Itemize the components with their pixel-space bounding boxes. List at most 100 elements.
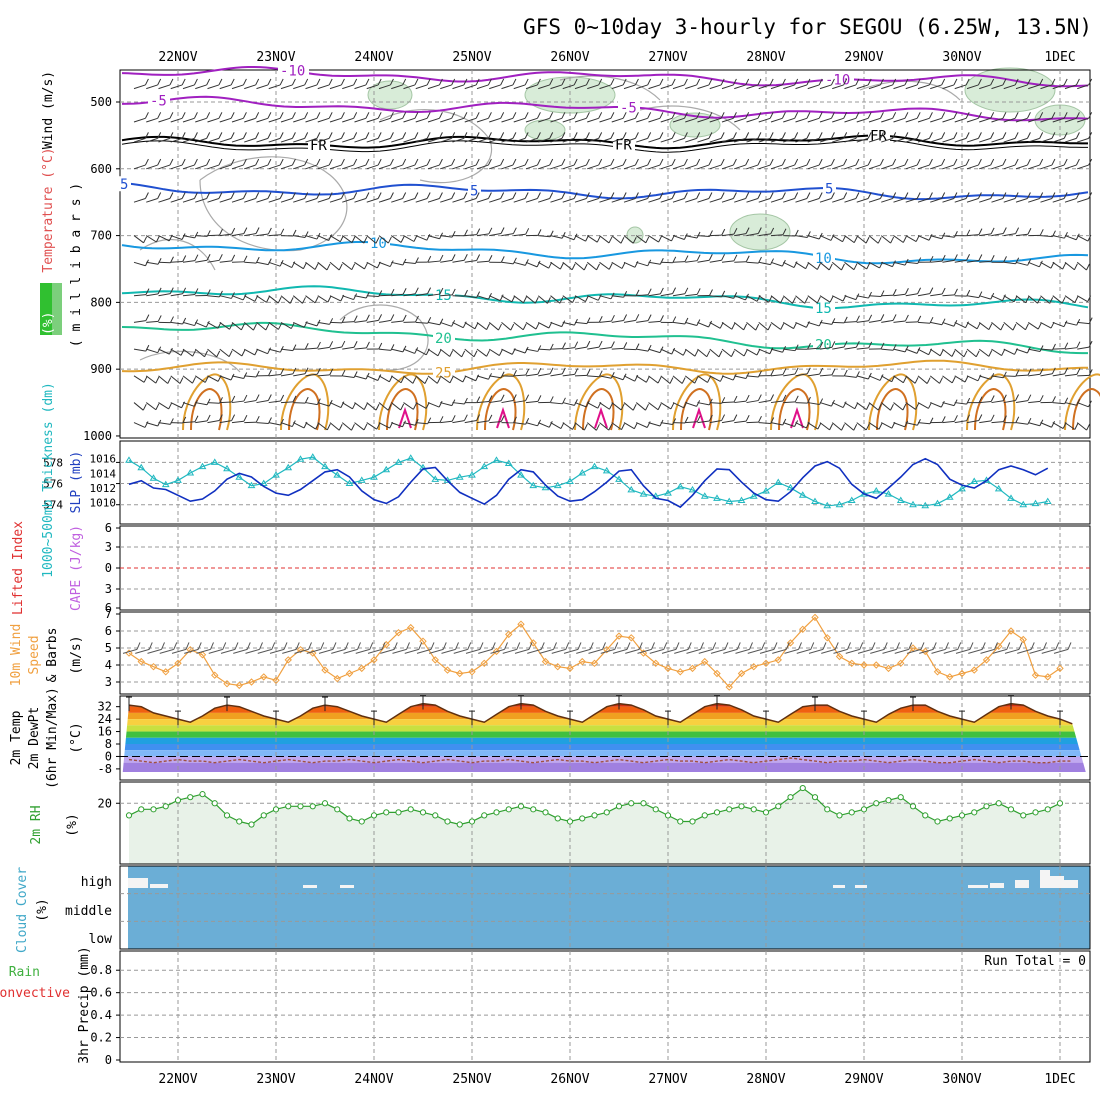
wind-barb	[317, 137, 330, 143]
wind-barb	[403, 375, 414, 384]
wind-barb-flag	[1075, 233, 1080, 240]
wind-barb-flag	[475, 112, 480, 119]
wind-barb	[354, 320, 367, 323]
wind-barb	[917, 375, 928, 384]
wind-barb-flag	[855, 78, 860, 86]
wind-barb-flag	[769, 132, 774, 139]
wind-barb	[954, 348, 965, 358]
rh-contour	[639, 105, 741, 131]
temp-ylabel-3: (6hr Min/Max)	[45, 687, 60, 789]
precip-tick-label: 0	[105, 1053, 112, 1067]
wind-barb	[207, 259, 220, 263]
wind-barb-flag	[169, 112, 174, 119]
dewpoint-series-line	[128, 757, 1073, 764]
wind-barb-flag	[598, 315, 603, 323]
wind-barb-flag	[206, 192, 211, 199]
wind-barb	[194, 348, 205, 358]
thickness-tick-label: 574	[43, 499, 63, 512]
wind-barb	[893, 235, 904, 243]
wind-barb-flag	[794, 344, 799, 351]
wind-barb	[562, 402, 575, 406]
isotherm-warm	[770, 373, 820, 431]
wind-barb-flag	[647, 78, 652, 86]
wind-barb-flag	[647, 192, 652, 199]
wind-barb	[427, 137, 440, 143]
wind-barb-flag	[902, 376, 907, 383]
wind-barb	[721, 233, 734, 237]
wind-barb-flag	[549, 396, 554, 403]
wind-barb	[832, 198, 844, 203]
wind-barb-flag	[144, 192, 149, 199]
wind-barb	[317, 198, 330, 203]
wind-barb-flag	[830, 78, 835, 86]
wind-barb-flag	[1027, 228, 1032, 235]
wind-barb	[1064, 347, 1077, 350]
wind-barb	[525, 295, 536, 304]
wind-barb	[770, 198, 783, 203]
wind10-point	[1031, 671, 1040, 679]
wind-barb	[942, 375, 953, 384]
wind-barb-flag	[451, 254, 456, 261]
wind-barb-flag	[525, 394, 530, 401]
wind-barb-flag	[1061, 296, 1066, 304]
wind-barb	[525, 198, 538, 203]
wind-barb	[133, 261, 146, 267]
wind-barb	[783, 137, 795, 143]
chart-title: GFS 0~10day 3-hourly for SEGOU (6.25W, 1…	[523, 15, 1092, 39]
date-label-bottom: 26NOV	[550, 1072, 589, 1087]
wind-barb	[660, 84, 673, 90]
wind-barb-flag	[180, 349, 185, 356]
wind-barb-flag	[476, 291, 481, 298]
wind-barb-flag	[340, 158, 345, 166]
wind-barb	[341, 261, 353, 271]
wind-barb	[868, 375, 881, 381]
wind10-barb	[955, 648, 971, 654]
rh2m-point	[860, 806, 868, 813]
thickness-point	[149, 474, 158, 481]
wind-barb	[721, 401, 735, 404]
wind-barb	[636, 294, 649, 297]
wind-barb-flag	[1002, 158, 1007, 166]
wind-barb-flag	[708, 398, 713, 406]
wind-barb	[378, 164, 391, 170]
precip-tick-label: 0.2	[90, 1031, 112, 1045]
wind-barb	[231, 348, 243, 357]
wind-barb-flag	[865, 236, 870, 244]
wind-barb	[991, 198, 1004, 203]
wind-barb	[1077, 164, 1089, 170]
wind-barb-flag	[733, 414, 738, 421]
wind-barb-flag	[1012, 323, 1017, 331]
rh2m-point	[505, 806, 512, 813]
wind-barb	[1015, 422, 1028, 425]
wind-barb-flag	[854, 402, 859, 409]
wind-barb	[452, 321, 464, 329]
wind-barb	[440, 235, 453, 238]
wind-barb-flag	[585, 192, 590, 199]
wind-barb-flag	[512, 78, 517, 86]
wind-barb	[317, 346, 330, 350]
wind-barb	[329, 164, 342, 170]
wind-barb-flag	[1086, 423, 1091, 431]
thickness-point	[872, 486, 881, 494]
wind-barb	[305, 235, 318, 240]
wind-barb	[538, 348, 551, 351]
wind-barb-flag	[536, 192, 541, 199]
wind-barb	[366, 117, 379, 123]
wind10-barb-flag	[185, 642, 190, 650]
wind-barb	[146, 422, 158, 427]
wind-barb	[930, 235, 942, 240]
wind-barb	[452, 198, 465, 203]
wind-barb-flag	[733, 227, 738, 235]
wind-barb-flag	[794, 229, 799, 237]
wind-barb-flag	[953, 415, 958, 422]
wind-barb	[219, 117, 232, 123]
wind-barb	[770, 295, 781, 304]
date-label-bottom: 22NOV	[158, 1072, 197, 1087]
wind-barb-flag	[170, 316, 174, 323]
wind-barb	[146, 293, 159, 297]
wind-barb-flag	[904, 288, 909, 295]
wind-barb-flag	[807, 396, 811, 404]
isotherm-label-bg	[433, 364, 455, 380]
wind-barb	[378, 402, 389, 411]
rh2m-point	[1044, 806, 1051, 813]
